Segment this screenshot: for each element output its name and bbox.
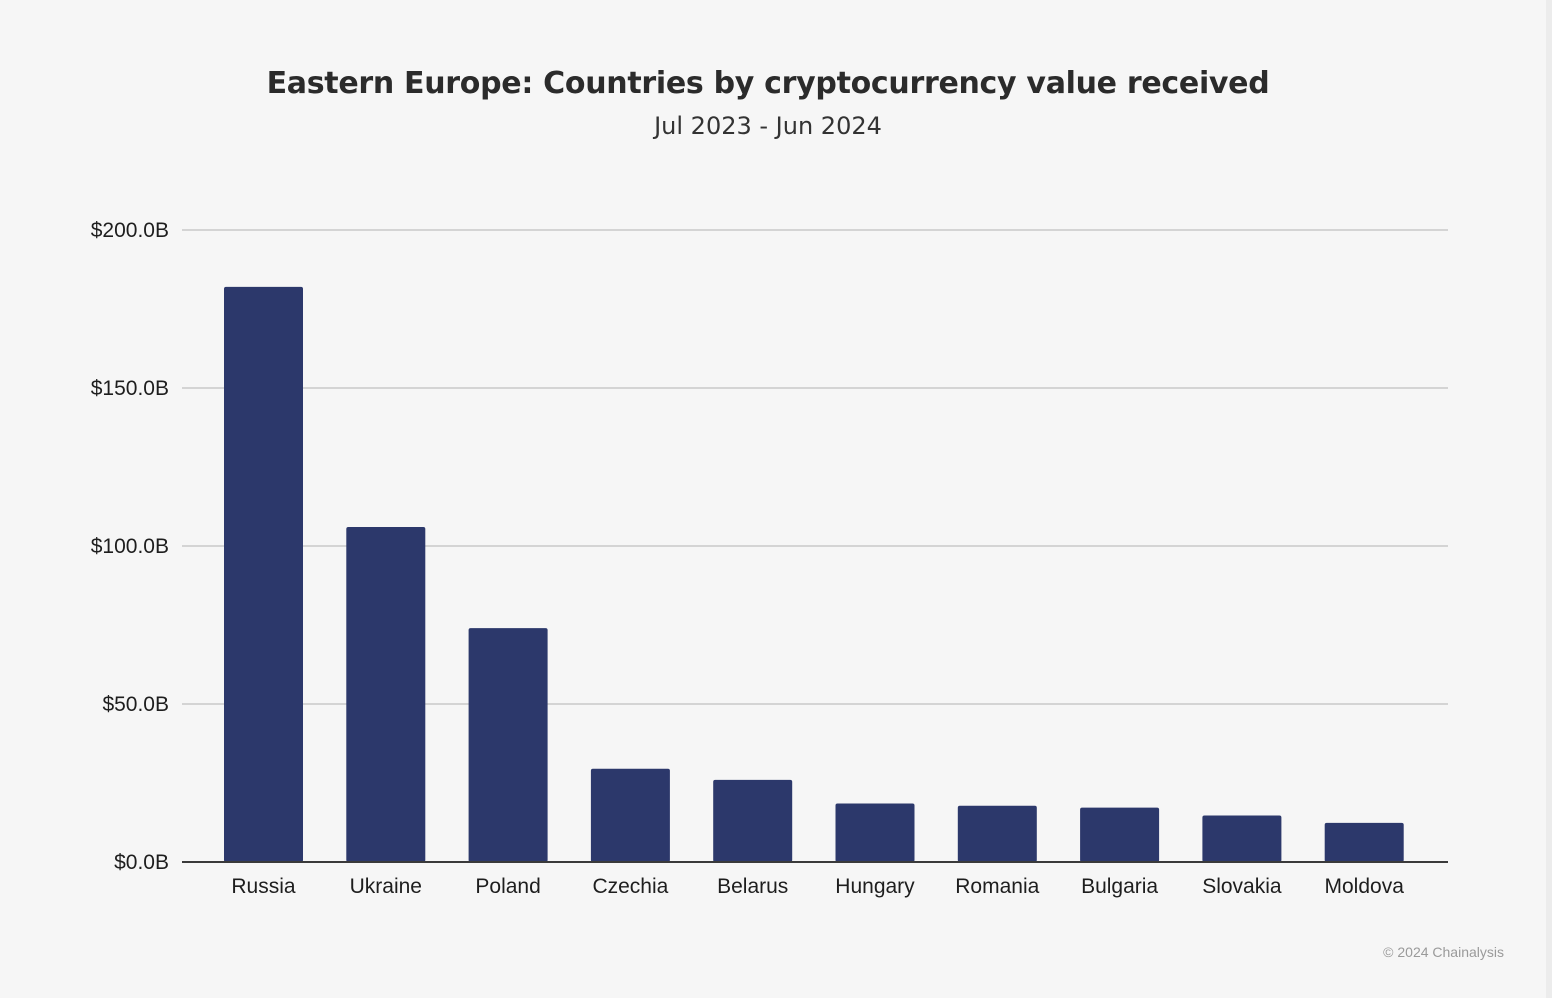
bars xyxy=(224,286,1404,862)
x-tick-label: Slovakia xyxy=(1202,875,1282,898)
page-edge xyxy=(1546,0,1552,998)
x-tick-label: Hungary xyxy=(835,875,915,898)
x-tick-label: Ukraine xyxy=(350,875,422,898)
x-axis-tick-labels: Russia Ukraine Poland Czechia Belarus Hungary… xyxy=(231,875,1404,898)
bar xyxy=(835,803,915,862)
x-tick-label: Moldova xyxy=(1325,875,1405,898)
bar xyxy=(590,768,670,862)
bar xyxy=(224,286,303,862)
x-tick-label: Russia xyxy=(231,875,296,898)
y-tick-label: $200.0B xyxy=(91,219,169,242)
bar xyxy=(957,805,1037,862)
chart-subtitle: Jul 2023 - Jun 2024 xyxy=(654,112,882,140)
y-tick-label: $0.0B xyxy=(114,851,169,874)
bar xyxy=(1080,807,1160,862)
bar xyxy=(346,527,426,862)
bar xyxy=(713,779,793,862)
bar xyxy=(1202,815,1282,862)
y-tick-label: $50.0B xyxy=(102,693,169,716)
chart-title: Eastern Europe: Countries by cryptocurre… xyxy=(266,66,1270,101)
x-tick-label: Poland xyxy=(475,875,540,898)
x-tick-label: Romania xyxy=(955,875,1039,898)
y-tick-label: $150.0B xyxy=(91,377,169,400)
y-axis-tick-labels: $0.0B $50.0B $100.0B $150.0B $200.0B xyxy=(91,219,169,874)
bar xyxy=(1324,822,1404,862)
x-tick-label: Czechia xyxy=(592,875,668,898)
x-tick-label: Bulgaria xyxy=(1081,875,1158,898)
bar xyxy=(468,628,548,862)
y-tick-label: $100.0B xyxy=(91,535,169,558)
x-tick-label: Belarus xyxy=(717,875,788,898)
copyright-note: © 2024 Chainalysis xyxy=(1383,944,1504,960)
